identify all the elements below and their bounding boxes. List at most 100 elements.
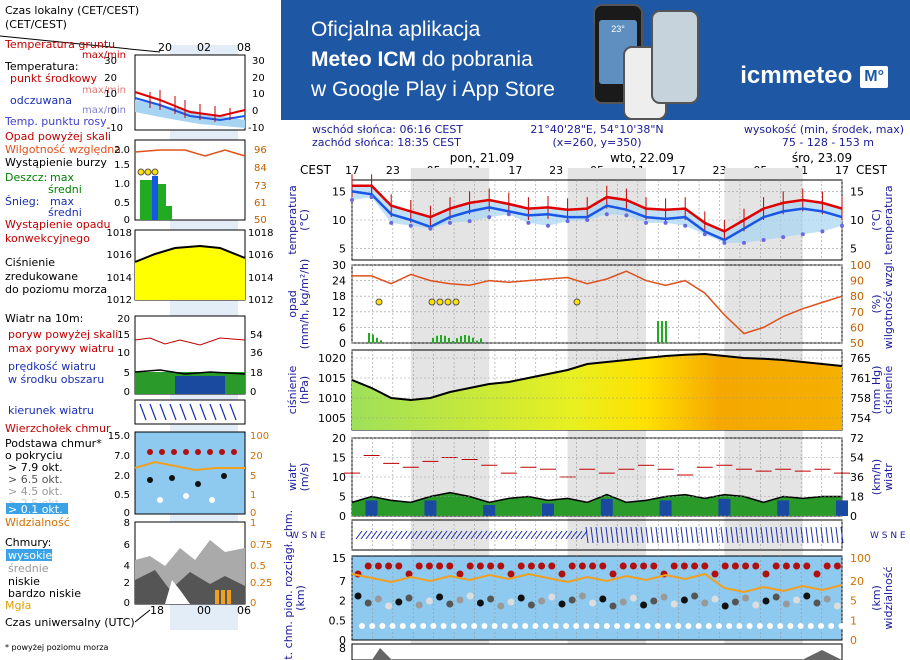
wind-ytick-r: 72 bbox=[850, 432, 864, 445]
wind-arrow bbox=[670, 526, 674, 544]
cloud-base-dot bbox=[517, 594, 525, 602]
pressure-ytick-r: 754 bbox=[850, 412, 871, 425]
dew-point bbox=[448, 220, 452, 225]
legend-precip-occurrence: Wystąpienie opadu bbox=[5, 218, 110, 231]
cloud-top-dot bbox=[823, 562, 831, 570]
humidity-ytick: 90 bbox=[850, 275, 864, 288]
wind-ytick: 20 bbox=[332, 432, 346, 445]
w-scale-54: 54 bbox=[250, 330, 263, 341]
wind-arrow bbox=[480, 530, 488, 540]
dew-point bbox=[624, 213, 629, 218]
legend-panel: Czas lokalny (CET/CEST) (CET/CEST) 20 02… bbox=[0, 4, 273, 652]
precip-ytick: 30 bbox=[332, 259, 346, 272]
wind-arrow bbox=[510, 530, 518, 540]
wind-arrow bbox=[810, 526, 814, 544]
low-cloud-dot bbox=[675, 623, 682, 629]
wind-arrow bbox=[805, 526, 809, 544]
wind-arrow bbox=[630, 526, 634, 544]
legend-cloud-top: Wierzchołek chmur bbox=[5, 422, 111, 435]
rain-bar bbox=[452, 340, 454, 343]
cloud-top-dot bbox=[456, 570, 464, 578]
vis-ytick: 0 bbox=[850, 634, 857, 647]
cloud-base-dot bbox=[374, 595, 382, 603]
low-cloud-dot bbox=[501, 623, 508, 629]
vis-ytick: 1 bbox=[850, 615, 857, 628]
cloud-top-dot bbox=[568, 562, 576, 570]
wind-arrow bbox=[610, 526, 614, 544]
hum-scale-50: 50 bbox=[254, 215, 267, 226]
low-cloud-dot bbox=[797, 623, 804, 629]
cloud-top-dot bbox=[538, 562, 546, 570]
dew-point bbox=[781, 235, 786, 240]
legend-wind-panel: Wiatr na 10m: poryw powyżej skali max po… bbox=[5, 312, 263, 398]
cloudcover-ytick: 8 bbox=[339, 642, 346, 655]
wind-arrow bbox=[625, 526, 629, 544]
cloud-base-dot bbox=[395, 598, 403, 606]
precip-axis-unit: (mm/h, kg/m²/h) bbox=[298, 259, 311, 350]
temp-axis-unit: (°C) bbox=[298, 209, 311, 231]
coords: 21°40'28"E, 54°10'38"N bbox=[530, 123, 663, 136]
temp-ytick-r: 5 bbox=[850, 243, 857, 256]
low-cloud-dot bbox=[532, 623, 539, 629]
wind-arrow bbox=[750, 526, 754, 544]
c-scale-15: 15.0 bbox=[108, 431, 130, 442]
pressure-line bbox=[351, 352, 843, 402]
utc-tick-00: 00 bbox=[197, 604, 211, 617]
cloud-top-dot bbox=[782, 562, 790, 570]
wind-arrow bbox=[485, 530, 493, 540]
okt-79: > 7.9 okt. bbox=[8, 461, 63, 474]
sunset: zachód słońca: 18:35 CEST bbox=[312, 136, 461, 149]
rain-bar bbox=[464, 335, 466, 343]
time-tick-20: 20 bbox=[158, 41, 172, 54]
dew-point bbox=[565, 219, 570, 224]
elevation: 75 - 128 - 153 m bbox=[782, 136, 874, 149]
low-cloud-dot bbox=[726, 623, 733, 629]
day-label-0: pon, 21.09 bbox=[450, 151, 515, 165]
legend-snow-max: max bbox=[50, 195, 74, 208]
cloud-base-dot bbox=[793, 596, 801, 604]
tz-right: CEST bbox=[856, 163, 888, 177]
wind-ytick: 10 bbox=[332, 471, 346, 484]
wind-ytick-r: 18 bbox=[850, 491, 864, 504]
legend-pressure-panel: Ciśnienie zredukowane do poziomu morza 1… bbox=[5, 228, 273, 306]
dew-point bbox=[742, 240, 746, 245]
app-banner[interactable]: Oficjalna aplikacja Meteo ICM do pobrani… bbox=[281, 0, 910, 120]
wind-core bbox=[483, 505, 496, 516]
w-scale-5: 5 bbox=[124, 368, 130, 379]
cloud-ytick: 7 bbox=[339, 575, 346, 588]
wind-arrow bbox=[540, 530, 548, 540]
low-cloud-dot bbox=[716, 623, 722, 629]
cloud-top-dot bbox=[711, 570, 719, 578]
cloud-base-dot bbox=[364, 599, 372, 607]
cloud-base-dot bbox=[385, 602, 393, 610]
low-cloud-dot bbox=[818, 623, 824, 629]
cloud-top-dot bbox=[650, 562, 658, 570]
legend-fog: Mgła bbox=[5, 599, 31, 612]
rain-bar bbox=[657, 321, 659, 343]
legend-time-ticks: 20 02 08 bbox=[158, 41, 251, 54]
cloud-base-dot bbox=[619, 598, 627, 606]
pressure-axis-label-r: ciśnienie bbox=[882, 366, 895, 415]
cloud-top-dot bbox=[446, 562, 454, 570]
wind-arrow bbox=[360, 530, 368, 540]
cloud-base-dot bbox=[803, 592, 811, 600]
humidity-axis-label: wilgotność wzgl. bbox=[882, 259, 895, 349]
legend-wind-speed-l2: w środku obszaru bbox=[8, 373, 104, 386]
hour-tick-4: 17 bbox=[508, 164, 522, 177]
legend-temperature: Temperatura: bbox=[4, 60, 79, 73]
cc-scale-2: 2 bbox=[124, 578, 130, 589]
temp-ytick-r: 15 bbox=[850, 185, 864, 198]
v-scale-5: 5 bbox=[250, 471, 256, 482]
legend-rain-mean: średni bbox=[48, 183, 82, 196]
wind-arrow bbox=[635, 526, 639, 544]
pressure-ytick: 1015 bbox=[318, 372, 346, 385]
cloud-top-dot bbox=[589, 562, 597, 570]
p-scale-r1014: 1014 bbox=[248, 273, 273, 284]
low-cloud-dot bbox=[481, 623, 488, 629]
sunrise: wschód słońca: 06:16 CEST bbox=[312, 123, 463, 136]
precip-ytick: 18 bbox=[332, 290, 346, 303]
cloud-top-dot bbox=[721, 562, 729, 570]
low-cloud-dot bbox=[399, 623, 406, 629]
cloud-ytick: 15 bbox=[332, 552, 346, 565]
low-cloud-dot bbox=[705, 623, 712, 629]
